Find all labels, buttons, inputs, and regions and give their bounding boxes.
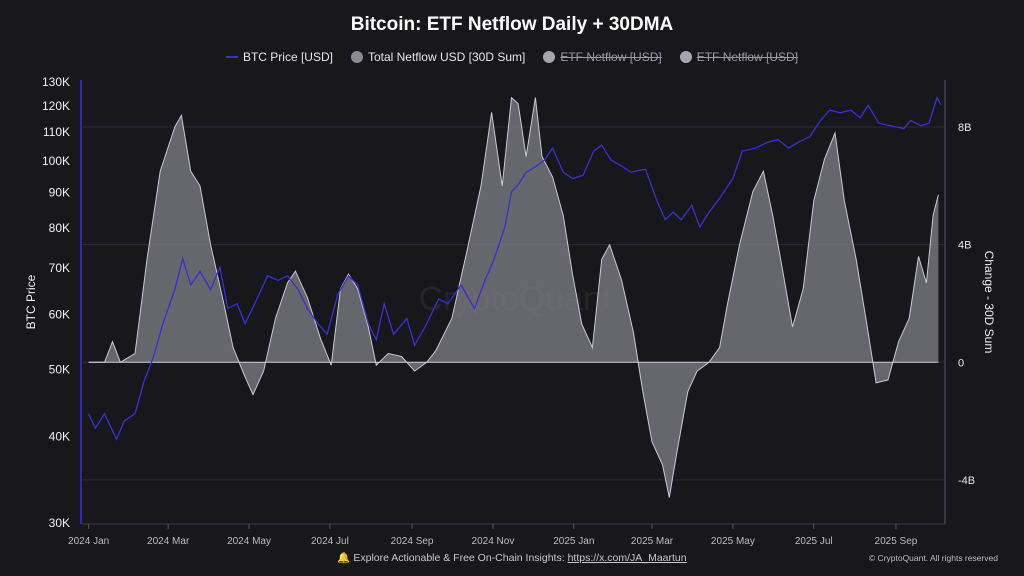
x-tick-label: 2024 Jan xyxy=(68,536,109,547)
x-tick-label: 2025 May xyxy=(711,536,755,547)
legend-item-etf-netflow[interactable]: ETF Netflow [USD] xyxy=(543,50,662,64)
chart-title: Bitcoin: ETF Netflow Daily + 30DMA xyxy=(350,14,674,35)
netflow-line xyxy=(88,96,939,498)
left-tick-label: 120K xyxy=(42,99,70,113)
dot-marker-icon xyxy=(543,51,556,63)
left-tick-label: 50K xyxy=(49,362,70,376)
left-axis-label: BTC Price xyxy=(24,274,38,329)
line-marker-icon xyxy=(225,56,238,58)
left-tick-label: 30K xyxy=(49,516,70,530)
left-tick-label: 110K xyxy=(43,125,70,139)
legend-item-btc-price[interactable]: BTC Price [USD] xyxy=(225,50,333,64)
left-tick-label: 40K xyxy=(49,429,70,443)
left-tick-label: 100K xyxy=(42,154,70,168)
footer-text: Explore Actionable & Free On-Chain Insig… xyxy=(353,552,568,564)
x-tick-label: 2025 Jul xyxy=(795,536,833,547)
left-tick-label: 130K xyxy=(42,75,70,89)
right-tick-label: 4B xyxy=(958,240,971,252)
netflow-area xyxy=(88,97,939,498)
x-tick-label: 2025 Mar xyxy=(631,536,674,547)
right-tick-label: 0 xyxy=(958,357,964,369)
x-tick-label: 2024 May xyxy=(227,536,271,547)
legend-item-etf-netflow-2[interactable]: ETF Netflow [USD] xyxy=(679,50,798,64)
right-tick-label: -4B xyxy=(958,475,975,487)
footer: 🔔 Explore Actionable & Free On-Chain Ins… xyxy=(0,551,1024,564)
x-tick-label: 2024 Mar xyxy=(147,536,190,547)
footer-link[interactable]: https://x.com/JA_Maartun xyxy=(567,552,687,564)
dot-marker-icon xyxy=(679,51,692,63)
x-tick-label: 2024 Sep xyxy=(391,536,434,547)
left-tick-label: 80K xyxy=(49,221,70,235)
btc-price-line xyxy=(88,95,942,441)
x-tick-label: 2024 Nov xyxy=(472,536,515,547)
right-axis-label: Change - 30D Sum xyxy=(982,251,996,354)
x-tick-label: 2025 Jan xyxy=(553,536,594,547)
legend-item-total-netflow[interactable]: Total Netflow USD [30D Sum] xyxy=(350,50,525,64)
left-tick-label: 90K xyxy=(49,186,70,200)
right-tick-label: 8B xyxy=(958,122,971,134)
left-tick-label: 70K xyxy=(49,261,70,275)
dot-marker-icon xyxy=(350,51,363,63)
left-tick-label: 60K xyxy=(49,308,70,322)
legend: BTC Price [USD] Total Netflow USD [30D S… xyxy=(0,50,1024,64)
x-tick-label: 2024 Jul xyxy=(311,536,349,547)
copyright: © CryptoQuant. All rights reserved xyxy=(868,553,998,563)
bell-icon: 🔔 xyxy=(337,552,351,564)
x-tick-label: 2025 Sep xyxy=(875,536,918,547)
